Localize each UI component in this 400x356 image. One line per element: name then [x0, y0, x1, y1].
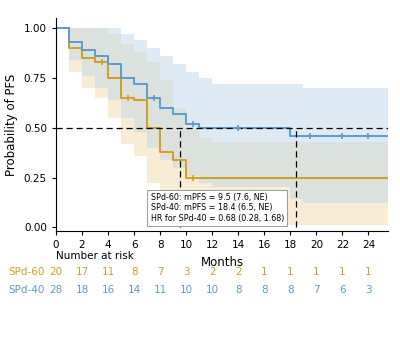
- Text: 8: 8: [287, 285, 294, 295]
- Text: 28: 28: [49, 285, 63, 295]
- Text: 1: 1: [339, 267, 346, 277]
- Text: 2: 2: [209, 267, 216, 277]
- Text: 14: 14: [128, 285, 141, 295]
- Text: SPd-40: SPd-40: [8, 285, 44, 295]
- Text: 1: 1: [313, 267, 320, 277]
- Text: 3: 3: [365, 285, 372, 295]
- Text: 20: 20: [50, 267, 62, 277]
- Text: 16: 16: [102, 285, 115, 295]
- Text: 11: 11: [102, 267, 115, 277]
- Text: 10: 10: [180, 285, 193, 295]
- Text: 1: 1: [261, 267, 268, 277]
- Y-axis label: Probability of PFS: Probability of PFS: [5, 73, 18, 176]
- Text: 10: 10: [206, 285, 219, 295]
- Text: 7: 7: [157, 267, 164, 277]
- Text: 3: 3: [183, 267, 190, 277]
- Text: 17: 17: [76, 267, 89, 277]
- Text: SPd-60: mPFS = 9.5 (7.6, NE)
SPd-40: mPFS = 18.4 (6.5, NE)
HR for SPd-40 = 0.68 : SPd-60: mPFS = 9.5 (7.6, NE) SPd-40: mPF…: [151, 193, 284, 223]
- Text: 18: 18: [76, 285, 89, 295]
- Text: 8: 8: [131, 267, 138, 277]
- Text: 7: 7: [313, 285, 320, 295]
- Text: 6: 6: [339, 285, 346, 295]
- Text: Number at risk: Number at risk: [56, 251, 134, 261]
- Text: 11: 11: [154, 285, 167, 295]
- Text: 1: 1: [287, 267, 294, 277]
- Text: 1: 1: [365, 267, 372, 277]
- Text: SPd-60: SPd-60: [8, 267, 44, 277]
- Text: 2: 2: [235, 267, 242, 277]
- X-axis label: Months: Months: [200, 256, 244, 269]
- Text: 8: 8: [235, 285, 242, 295]
- Text: 8: 8: [261, 285, 268, 295]
